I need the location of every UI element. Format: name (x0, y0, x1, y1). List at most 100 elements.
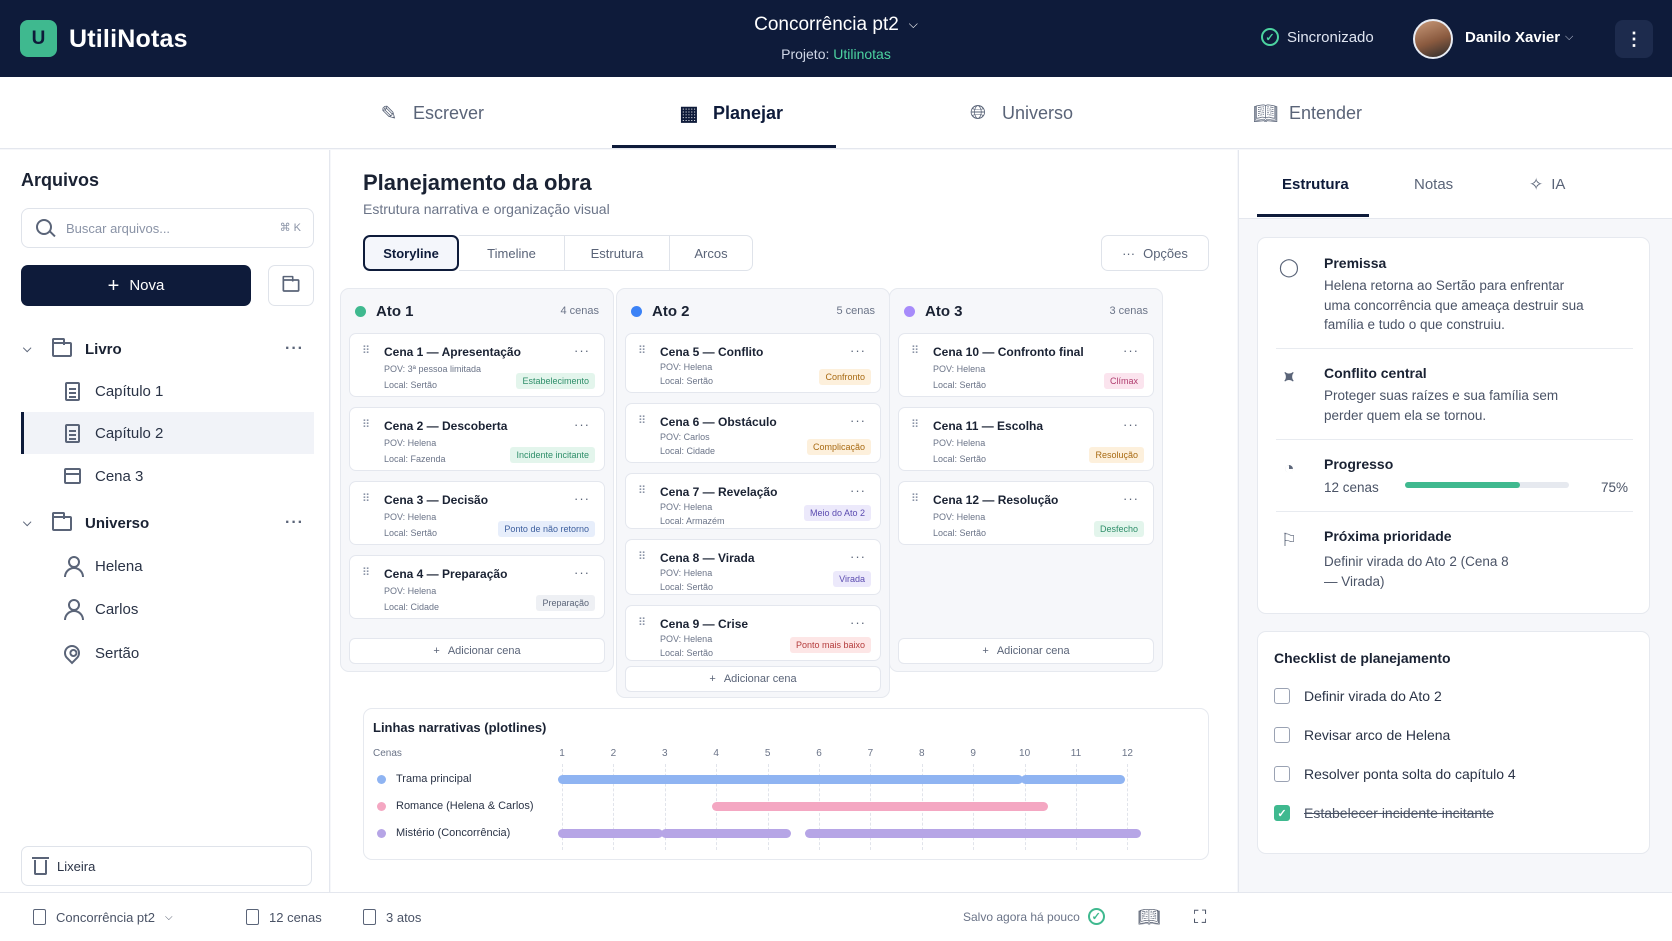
checklist-item[interactable]: Definir virada do Ato 2 (1274, 688, 1442, 704)
tree-item-capitulo-1[interactable]: Capítulo 1 (21, 370, 314, 412)
more-options-button[interactable]: ⋮ (1615, 20, 1653, 58)
more-icon[interactable]: ··· (285, 340, 304, 357)
plotline-bar[interactable] (558, 775, 1023, 784)
drag-handle-icon[interactable]: ⠿ (362, 419, 370, 431)
drag-handle-icon[interactable]: ⠿ (911, 345, 919, 357)
scene-card[interactable]: ⠿ Cena 1 — Apresentação ··· POV: 3ª pessoa … (349, 333, 605, 397)
tree-item-sertao[interactable]: Sertão (21, 632, 314, 674)
checkbox[interactable]: ✓ (1274, 805, 1290, 821)
search-input[interactable] (66, 217, 256, 239)
folder-icon (51, 511, 73, 533)
tree-group-livro[interactable]: ⌵ Livro ··· (21, 328, 314, 370)
more-icon[interactable]: ··· (574, 491, 590, 506)
add-scene-button[interactable]: + Adicionar cena (898, 638, 1154, 664)
drag-handle-icon[interactable]: ⠿ (638, 551, 646, 563)
plotline-bar[interactable] (558, 829, 663, 838)
scene-card[interactable]: ⠿ Cena 2 — Descoberta ··· POV: Helena Local:… (349, 407, 605, 471)
scene-card[interactable]: ⠿ Cena 7 — Revelação ··· POV: Helena Local: … (625, 473, 881, 529)
add-scene-button[interactable]: + Adicionar cena (349, 638, 605, 664)
drag-handle-icon[interactable]: ⠿ (911, 419, 919, 431)
plot-gridline (664, 764, 666, 850)
scene-card[interactable]: ⠿ Cena 9 — Crise ··· POV: Helena Local: Sert… (625, 605, 881, 661)
user-name[interactable]: Danilo Xavier (1465, 29, 1561, 46)
chevron-down-icon[interactable]: ⌵ (23, 342, 32, 355)
avatar[interactable] (1413, 19, 1453, 59)
view-tab-storyline[interactable]: Storyline (363, 235, 459, 271)
plotline-color-dot (377, 802, 386, 811)
act-color-dot (904, 306, 915, 317)
new-folder-button[interactable] (268, 265, 314, 306)
view-tab-estrutura[interactable]: Estrutura (565, 235, 670, 271)
drag-handle-icon[interactable]: ⠿ (638, 485, 646, 497)
checklist-item[interactable]: ✓ Estabelecer incidente incitante (1274, 805, 1494, 821)
tree-item-cena-3[interactable]: Cena 3 (21, 455, 314, 497)
project-name[interactable]: Utilinotas (833, 46, 891, 62)
tab-notas[interactable]: Notas (1414, 176, 1454, 193)
tree-item-helena[interactable]: Helena (21, 545, 314, 587)
reading-mode-button[interactable]: 📖︎ (1137, 905, 1161, 929)
view-tab-arcos[interactable]: Arcos (670, 235, 753, 271)
tree-group-label: Universo (85, 514, 150, 532)
tab-entender[interactable]: 📖︎ Entender (1253, 77, 1362, 149)
trash-button[interactable]: Lixeira (21, 846, 312, 886)
more-icon[interactable]: ··· (574, 417, 590, 432)
scene-card[interactable]: ⠿ Cena 8 — Virada ··· POV: Helena Local: Ser… (625, 539, 881, 595)
scene-card[interactable]: ⠿ Cena 12 — Resolução ··· POV: Helena Local:… (898, 481, 1154, 545)
drag-handle-icon[interactable]: ⠿ (362, 345, 370, 357)
tab-escrever[interactable]: ✎ Escrever (377, 77, 484, 149)
view-tab-timeline[interactable]: Timeline (459, 235, 565, 271)
plot-gridline (1127, 764, 1129, 850)
drag-handle-icon[interactable]: ⠿ (638, 345, 646, 357)
fullscreen-button[interactable]: ⛶ (1188, 905, 1212, 929)
scene-card[interactable]: ⠿ Cena 10 — Confronto final ··· POV: Helena… (898, 333, 1154, 397)
tab-ia[interactable]: ✧ IA (1529, 150, 1565, 219)
scene-card[interactable]: ⠿ Cena 5 — Conflito ··· POV: Helena Local: S… (625, 333, 881, 393)
chevron-down-icon[interactable]: ⌵ (1565, 31, 1574, 43)
drag-handle-icon[interactable]: ⠿ (911, 493, 919, 505)
checkbox[interactable] (1274, 688, 1290, 704)
tab-planejar[interactable]: ▦ Planejar (677, 77, 784, 149)
checklist-item[interactable]: Revisar arco de Helena (1274, 727, 1450, 743)
more-icon[interactable]: ··· (285, 514, 304, 531)
add-scene-button[interactable]: + Adicionar cena (625, 666, 881, 692)
conflict-title: Conflito central (1324, 365, 1427, 381)
more-icon[interactable]: ··· (1123, 417, 1139, 432)
more-icon[interactable]: ··· (1123, 491, 1139, 506)
new-file-button[interactable]: + Nova (21, 265, 251, 306)
more-icon[interactable]: ··· (574, 565, 590, 580)
plotline-bar[interactable] (1020, 775, 1126, 784)
checklist-item[interactable]: Resolver ponta solta do capítulo 4 (1274, 766, 1516, 782)
scene-card[interactable]: ⠿ Cena 4 — Preparação ··· POV: Helena Local:… (349, 555, 605, 619)
status-document-selector[interactable]: Concorrência pt2 ⌵ (33, 909, 173, 925)
checkbox[interactable] (1274, 727, 1290, 743)
document-title-selector[interactable]: Concorrência pt2 ⌵ (0, 14, 1672, 36)
scene-card[interactable]: ⠿ Cena 6 — Obstáculo ··· POV: Carlos Local: … (625, 403, 881, 463)
more-icon[interactable]: ··· (850, 615, 866, 630)
more-icon[interactable]: ··· (850, 343, 866, 358)
status-document-name: Concorrência pt2 (56, 909, 155, 925)
scene-card[interactable]: ⠿ Cena 11 — Escolha ··· POV: Helena Local: S… (898, 407, 1154, 471)
tree-item-capitulo-2[interactable]: Capítulo 2 (21, 412, 314, 454)
app-logo[interactable]: U (20, 20, 57, 57)
drag-handle-icon[interactable]: ⠿ (362, 493, 370, 505)
plotline-bar[interactable] (712, 802, 1049, 811)
drag-handle-icon[interactable]: ⠿ (638, 415, 646, 427)
grid-icon: ▦ (679, 102, 699, 125)
chevron-down-icon[interactable]: ⌵ (23, 516, 32, 529)
tree-item-carlos[interactable]: Carlos (21, 588, 314, 630)
plotline-bar[interactable] (660, 829, 792, 838)
tree-group-universo[interactable]: ⌵ Universo ··· (21, 502, 314, 544)
tab-universo[interactable]: 🌐︎ Universo (966, 77, 1073, 149)
tab-estrutura[interactable]: Estrutura (1282, 176, 1349, 193)
checkbox[interactable] (1274, 766, 1290, 782)
drag-handle-icon[interactable]: ⠿ (638, 617, 646, 629)
drag-handle-icon[interactable]: ⠿ (362, 567, 370, 579)
more-icon[interactable]: ··· (850, 549, 866, 564)
options-button[interactable]: ··· Opções (1101, 235, 1209, 271)
plotline-bar[interactable] (804, 829, 1141, 838)
more-icon[interactable]: ··· (850, 483, 866, 498)
more-icon[interactable]: ··· (850, 413, 866, 428)
scene-card[interactable]: ⠿ Cena 3 — Decisão ··· POV: Helena Local: Se… (349, 481, 605, 545)
more-icon[interactable]: ··· (574, 343, 590, 358)
more-icon[interactable]: ··· (1123, 343, 1139, 358)
